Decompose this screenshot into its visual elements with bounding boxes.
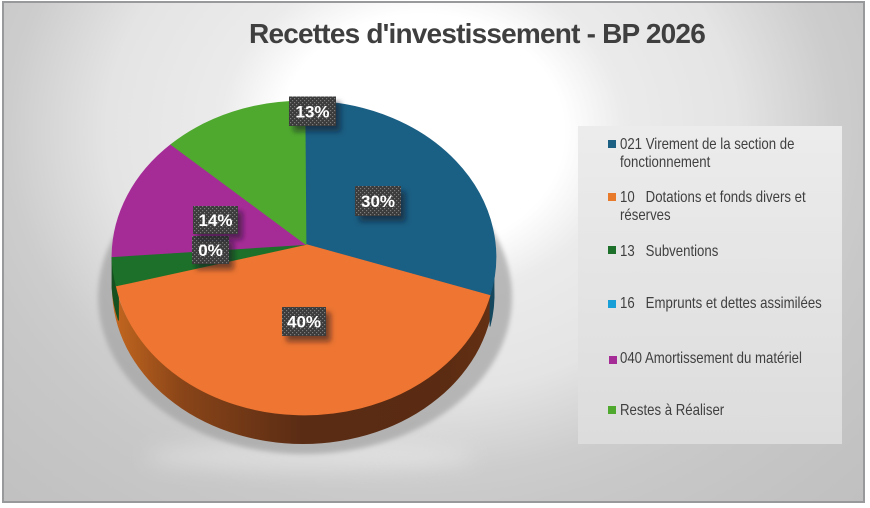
- svg-text:14%: 14%: [198, 211, 232, 230]
- svg-text:13%: 13%: [295, 103, 329, 122]
- svg-text:30%: 30%: [361, 192, 395, 211]
- svg-text:0%: 0%: [198, 241, 223, 260]
- svg-text:40%: 40%: [287, 313, 321, 332]
